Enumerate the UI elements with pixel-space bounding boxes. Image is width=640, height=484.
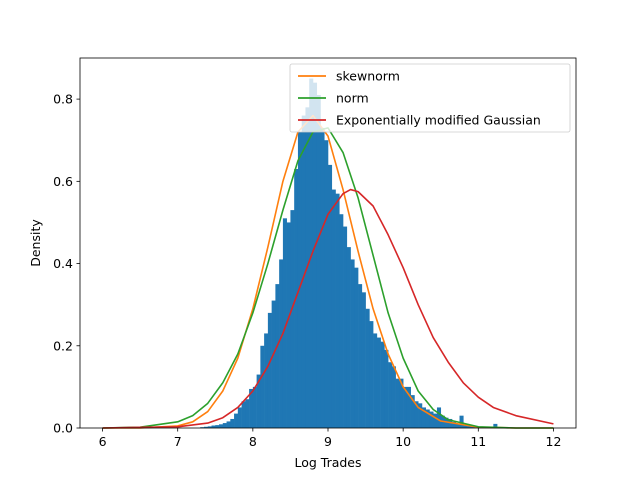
histogram-bar [384,349,389,428]
histogram-bar [309,78,314,428]
x-tick-label: 11 [470,434,486,449]
histogram-bar [275,284,280,428]
histogram-bar [350,259,355,428]
x-tick-label: 6 [99,434,107,449]
histogram-bar [436,407,442,428]
y-tick-label: 0.4 [53,256,73,271]
histogram-bar [365,308,370,428]
histogram-bar [493,423,498,428]
histogram-bar [463,425,468,428]
x-tick-label: 9 [324,434,332,449]
histogram-bar [282,218,287,428]
histogram-bar [395,378,400,428]
x-tick-label: 7 [174,434,182,449]
histogram-bar [369,321,374,428]
histogram-bar [252,386,257,428]
histogram-bar [406,386,411,428]
histogram-bar [312,82,318,429]
x-tick-label: 12 [546,434,562,449]
histogram-bar [421,407,426,428]
histogram-bar [200,427,205,428]
legend: skewnorm norm Exponentially modified Gauss… [289,63,571,133]
histogram-bar [207,426,212,428]
histogram-bar [455,423,460,428]
legend-box [289,63,571,133]
y-tick-label: 0.0 [53,421,73,436]
histogram-bar [467,425,472,428]
histogram-bar [230,418,235,428]
histogram-bar [267,312,272,428]
histogram-bar [286,222,291,428]
legend-label: skewnorm [336,69,400,84]
y-axis-label: Density [28,219,43,267]
histogram-bar [414,401,419,428]
histogram-bar [226,421,231,428]
histogram-bar [264,333,269,428]
histogram-bars [200,78,502,429]
histogram-bar [429,411,434,428]
histogram-bar [297,132,302,428]
histogram-bar [444,417,449,428]
histogram-bar [256,374,261,428]
histogram-bar [324,140,329,428]
y-tick-label: 0.8 [53,92,73,107]
histogram-bar [260,345,265,428]
histogram-bar [433,413,438,428]
histogram-bar [380,341,385,428]
x-tick-label: 8 [249,434,257,449]
histogram-bar [335,193,340,428]
x-tick-label: 10 [395,434,411,449]
legend-label: Exponentially modified Gaussian [336,113,541,128]
histogram-bar [316,95,321,428]
histogram-bar [271,300,276,428]
histogram-bar [211,425,216,428]
histogram-bar [459,415,464,428]
y-tick-label: 0.6 [53,174,73,189]
histogram-bar [388,362,393,428]
histogram-bar [376,337,381,428]
histogram-bar [290,210,295,428]
histogram-bar [448,418,453,428]
histogram-bar [234,413,239,428]
legend-label: norm [336,91,369,106]
histogram-bar [358,284,363,428]
exponentially-modified-gaussian-line [102,188,554,429]
y-tick-label: 0.2 [53,338,73,353]
histogram-bar [452,421,457,428]
histogram-bar [249,388,254,428]
histogram-bar [301,115,306,428]
histogram-bar [391,366,396,428]
histogram-bar [320,127,325,428]
histogram-bar [328,164,333,428]
histogram-bar [354,267,359,428]
histogram-bar [222,423,227,428]
histogram-bar [346,247,351,428]
histogram-bar [237,407,242,428]
histogram-bar [245,399,250,428]
histogram-bar [425,409,430,428]
histogram-bar [241,401,246,428]
histogram-bar [215,425,220,428]
histogram-bar [339,214,344,428]
histogram-bar [279,259,284,428]
histogram-bar [219,424,224,428]
histogram-bar [373,333,378,428]
histogram-bar [361,292,366,428]
axes: 6 7 8 9 10 11 12 0.0 0.2 0.4 0.6 0.8 [53,57,577,449]
histogram-bar [399,378,404,428]
histogram-bar [343,226,348,428]
histogram-bar [418,403,423,428]
histogram-bar [204,426,209,428]
histogram-bar [470,426,475,428]
histogram-bar [331,189,336,428]
histogram-bar [403,386,408,428]
x-axis-label: Log Trades [294,455,361,470]
histogram-bar [410,395,415,428]
